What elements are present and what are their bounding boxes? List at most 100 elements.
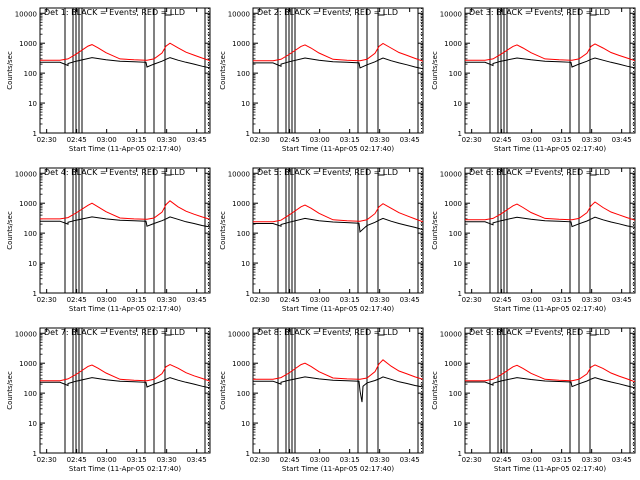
x-tick-label: 03:30 xyxy=(157,456,177,464)
series-line-events xyxy=(465,57,636,69)
x-tick-label: 03:30 xyxy=(370,296,390,304)
x-tick-label: 03:15 xyxy=(127,456,147,464)
marker-bracket xyxy=(378,10,385,16)
y-tick-label: 100 xyxy=(237,390,250,398)
series-line-lld xyxy=(465,201,636,221)
y-tick-label: 10 xyxy=(28,420,37,428)
x-tick-label: 02:45 xyxy=(280,136,300,144)
x-tick-label: 03:45 xyxy=(400,296,420,304)
x-tick-label: 03:45 xyxy=(187,296,207,304)
x-tick-label: 03:15 xyxy=(552,296,572,304)
x-axis-label: Start Time (11-Apr-05 02:17:40) xyxy=(282,145,394,153)
detector-panel-3: 1 10 100 1000 10000 02:30 02:45 03:00 03:15 03:30… xyxy=(431,7,636,153)
y-tick-label: 100 xyxy=(449,390,462,398)
y-tick-label: 1000 xyxy=(444,200,462,208)
x-tick-label: 02:30 xyxy=(462,456,482,464)
panel-title: Det 7: BLACK = Events, RED = LLD xyxy=(44,328,185,337)
marker-bracket xyxy=(590,170,597,176)
y-tick-label: 1000 xyxy=(19,200,37,208)
panel-title: Det 1: BLACK = Events, RED = LLD xyxy=(44,8,185,17)
y-tick-label: 10000 xyxy=(440,10,462,18)
x-tick-label: 03:00 xyxy=(522,456,542,464)
y-tick-label: 1000 xyxy=(232,360,250,368)
y-tick-label: 10000 xyxy=(440,330,462,338)
y-tick-label: 1000 xyxy=(444,360,462,368)
detector-panel-4: 1 10 100 1000 10000 02:30 02:45 03:00 03:15 03:30… xyxy=(6,167,211,313)
x-tick-label: 03:45 xyxy=(612,456,632,464)
marker-bracket xyxy=(590,330,597,336)
y-tick-label: 1 xyxy=(246,290,250,298)
y-axis-label: Counts/sec xyxy=(6,371,14,410)
x-tick-label: 03:15 xyxy=(127,136,147,144)
x-axis-label: Start Time (11-Apr-05 02:17:40) xyxy=(282,465,394,473)
y-tick-label: 100 xyxy=(237,70,250,78)
y-axis-label: Counts/sec xyxy=(219,371,227,410)
y-tick-label: 10 xyxy=(241,260,250,268)
x-tick-label: 02:45 xyxy=(280,296,300,304)
x-tick-label: 03:15 xyxy=(340,136,360,144)
x-tick-label: 03:45 xyxy=(400,456,420,464)
y-tick-label: 10 xyxy=(453,420,462,428)
plot-frame xyxy=(252,167,424,294)
y-tick-label: 10 xyxy=(453,100,462,108)
y-tick-label: 1 xyxy=(33,290,37,298)
x-tick-label: 02:30 xyxy=(250,136,270,144)
x-tick-label: 02:45 xyxy=(67,296,87,304)
x-tick-label: 03:30 xyxy=(582,136,602,144)
x-tick-label: 03:45 xyxy=(400,136,420,144)
marker-bracket xyxy=(165,10,172,16)
plot-frame xyxy=(464,167,636,294)
x-tick-label: 03:15 xyxy=(340,296,360,304)
y-tick-label: 100 xyxy=(237,230,250,238)
x-tick-label: 03:00 xyxy=(310,136,330,144)
x-tick-label: 03:00 xyxy=(522,296,542,304)
x-tick-label: 03:00 xyxy=(97,456,117,464)
panel-title: Det 2: BLACK = Events, RED = LLD xyxy=(257,8,398,17)
plot-frame xyxy=(464,7,636,134)
y-axis-label: Counts/sec xyxy=(431,51,439,90)
x-tick-label: 02:30 xyxy=(462,296,482,304)
x-tick-label: 03:45 xyxy=(612,136,632,144)
y-tick-label: 100 xyxy=(24,390,37,398)
series-line-events xyxy=(40,216,211,228)
detector-panel-1: 1 10 100 1000 10000 02:30 02:45 03:00 03:15 03:30… xyxy=(6,7,211,153)
y-tick-label: 10 xyxy=(241,420,250,428)
x-tick-label: 03:15 xyxy=(340,456,360,464)
series-line-events xyxy=(465,377,636,389)
y-axis-label: Counts/sec xyxy=(219,51,227,90)
y-tick-label: 1000 xyxy=(444,40,462,48)
x-tick-label: 03:00 xyxy=(310,296,330,304)
x-axis-label: Start Time (11-Apr-05 02:17:40) xyxy=(282,305,394,313)
y-tick-label: 10000 xyxy=(228,170,250,178)
x-tick-label: 02:30 xyxy=(37,296,57,304)
series-line-events xyxy=(253,57,424,70)
x-tick-label: 03:30 xyxy=(157,296,177,304)
x-tick-label: 03:30 xyxy=(582,296,602,304)
x-tick-label: 03:15 xyxy=(127,296,147,304)
marker-bracket xyxy=(378,330,385,336)
y-tick-label: 10 xyxy=(28,260,37,268)
plot-frame xyxy=(252,327,424,454)
y-tick-label: 1 xyxy=(458,450,462,458)
plot-frame xyxy=(252,7,424,134)
panel-title: Det 8: BLACK = Events, RED = LLD xyxy=(257,328,398,337)
y-axis-label: Counts/sec xyxy=(6,51,14,90)
series-line-lld xyxy=(40,200,211,220)
x-axis-label: Start Time (11-Apr-05 02:17:40) xyxy=(494,465,606,473)
series-line-lld xyxy=(40,364,211,382)
x-axis-label: Start Time (11-Apr-05 02:17:40) xyxy=(69,305,181,313)
series-line-events xyxy=(40,377,211,389)
marker-bracket xyxy=(590,10,597,16)
x-tick-label: 03:30 xyxy=(157,136,177,144)
y-tick-label: 1 xyxy=(458,130,462,138)
y-tick-label: 10000 xyxy=(15,170,37,178)
x-tick-label: 02:45 xyxy=(492,296,512,304)
panel-title: Det 9: BLACK = Events, RED = LLD xyxy=(469,328,610,337)
x-tick-label: 02:30 xyxy=(250,456,270,464)
x-tick-label: 02:30 xyxy=(37,456,57,464)
y-tick-label: 1000 xyxy=(232,200,250,208)
series-line-lld xyxy=(465,43,636,62)
y-tick-label: 10 xyxy=(28,100,37,108)
y-tick-label: 100 xyxy=(24,230,37,238)
